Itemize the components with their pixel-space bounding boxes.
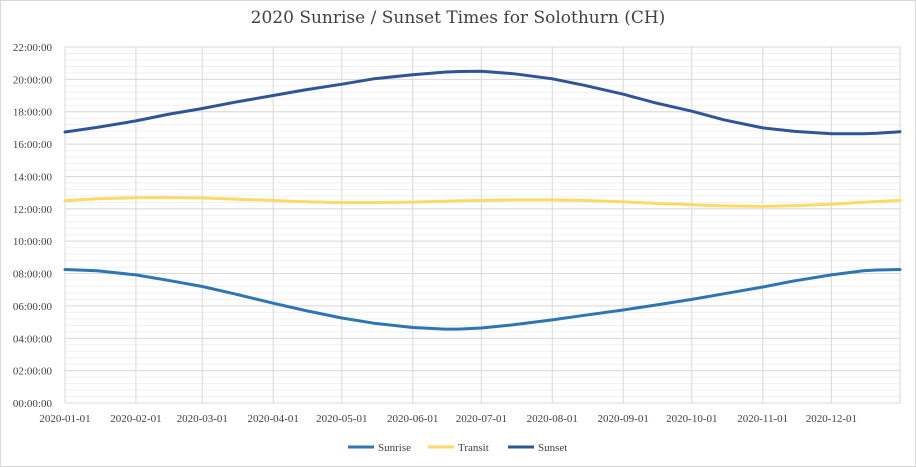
x-tick-label: 2020-01-01 (39, 413, 90, 425)
x-tick-label: 2020-08-01 (527, 413, 578, 425)
legend-label-transit: Transit (458, 442, 489, 454)
y-tick-label: 16:00:00 (13, 139, 53, 151)
y-axis-labels: 00:00:00 02:00:00 04:00:00 06:00:00 08:00:00… (13, 42, 53, 410)
y-tick-label: 20:00:00 (13, 74, 53, 86)
minor-gridlines (65, 46, 900, 404)
series-lines (63, 69, 902, 331)
chart-title: 2020 Sunrise / Sunset Times for Solothur… (250, 8, 666, 28)
x-tick-label: 2020-03-01 (177, 413, 228, 425)
x-axis-labels: 2020-01-01 2020-02-01 2020-03-01 2020-04-01… (39, 413, 857, 425)
x-tick-label: 2020-02-01 (110, 413, 161, 425)
y-tick-label: 12:00:00 (13, 204, 53, 216)
y-tick-label: 00:00:00 (13, 398, 53, 410)
x-tick-label: 2020-04-01 (248, 413, 299, 425)
y-tick-label: 18:00:00 (13, 107, 53, 119)
y-tick-label: 04:00:00 (13, 333, 53, 345)
x-tick-label: 2020-06-01 (387, 413, 438, 425)
y-tick-label: 08:00:00 (13, 269, 53, 281)
series-line-transit (63, 196, 902, 208)
major-gridlines (64, 46, 901, 404)
x-tick-label: 2020-10-01 (666, 413, 717, 425)
x-tick-label: 2020-05-01 (316, 413, 367, 425)
y-tick-label: 06:00:00 (13, 301, 53, 313)
x-tick-label: 2020-09-01 (598, 413, 649, 425)
y-tick-label: 22:00:00 (13, 42, 53, 54)
legend: Sunrise Transit Sunset (348, 442, 567, 454)
legend-label-sunrise: Sunrise (378, 442, 411, 454)
x-tick-label: 2020-11-01 (737, 413, 788, 425)
y-tick-label: 02:00:00 (13, 366, 53, 378)
y-tick-label: 10:00:00 (13, 236, 53, 248)
x-tick-label: 2020-07-01 (456, 413, 507, 425)
series-line-sunrise (63, 268, 902, 331)
x-tick-label: 2020-12-01 (806, 413, 857, 425)
y-tick-label: 14:00:00 (13, 171, 53, 183)
series-line-sunset (63, 69, 902, 136)
legend-label-sunset: Sunset (538, 442, 567, 454)
